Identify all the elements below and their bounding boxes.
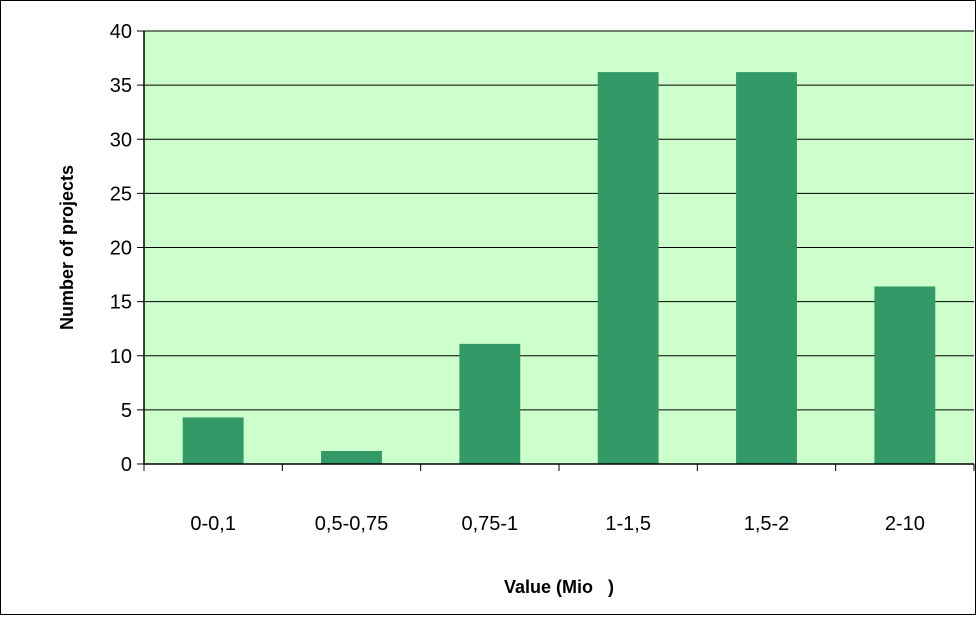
x-tick-label: 0-0,1 <box>190 513 236 535</box>
x-tick-label: 0,75-1 <box>461 513 518 535</box>
y-tick-label: 0 <box>121 454 132 476</box>
gridlines <box>144 30 974 411</box>
y-tick-labels: 0 5 10 15 20 25 30 35 40 <box>110 21 132 476</box>
bar-0,75-1 <box>459 343 521 464</box>
y-tick-label: 20 <box>110 238 132 260</box>
bar-1,5-2 <box>736 72 797 464</box>
bars <box>182 72 936 464</box>
x-tick-label: 1,5-2 <box>744 513 790 535</box>
bar-0,5-0,75 <box>321 451 382 464</box>
x-tick-label: 0,5-0,75 <box>315 513 388 535</box>
x-tick-label: 2-10 <box>885 513 925 535</box>
y-tick-label: 40 <box>110 21 132 43</box>
bar-2-10 <box>874 286 936 464</box>
y-tick-label: 25 <box>110 183 132 205</box>
bar-0-0,1 <box>182 417 244 464</box>
x-tick-label: 1-1,5 <box>605 513 651 535</box>
y-axis-title: Number of projects <box>57 165 77 330</box>
axes <box>137 30 975 471</box>
y-tick-label: 30 <box>110 129 132 151</box>
x-axis-title: Value (Mio ) <box>504 577 614 597</box>
y-tick-label: 15 <box>110 292 132 314</box>
y-tick-label: 5 <box>121 400 132 422</box>
x-tick-labels: 0-0,1 0,5-0,75 0,75-1 1-1,5 1,5-2 2-10 <box>190 513 924 535</box>
bar-1-1,5 <box>597 72 659 464</box>
y-tick-label: 35 <box>110 75 132 97</box>
y-tick-label: 10 <box>110 346 132 368</box>
